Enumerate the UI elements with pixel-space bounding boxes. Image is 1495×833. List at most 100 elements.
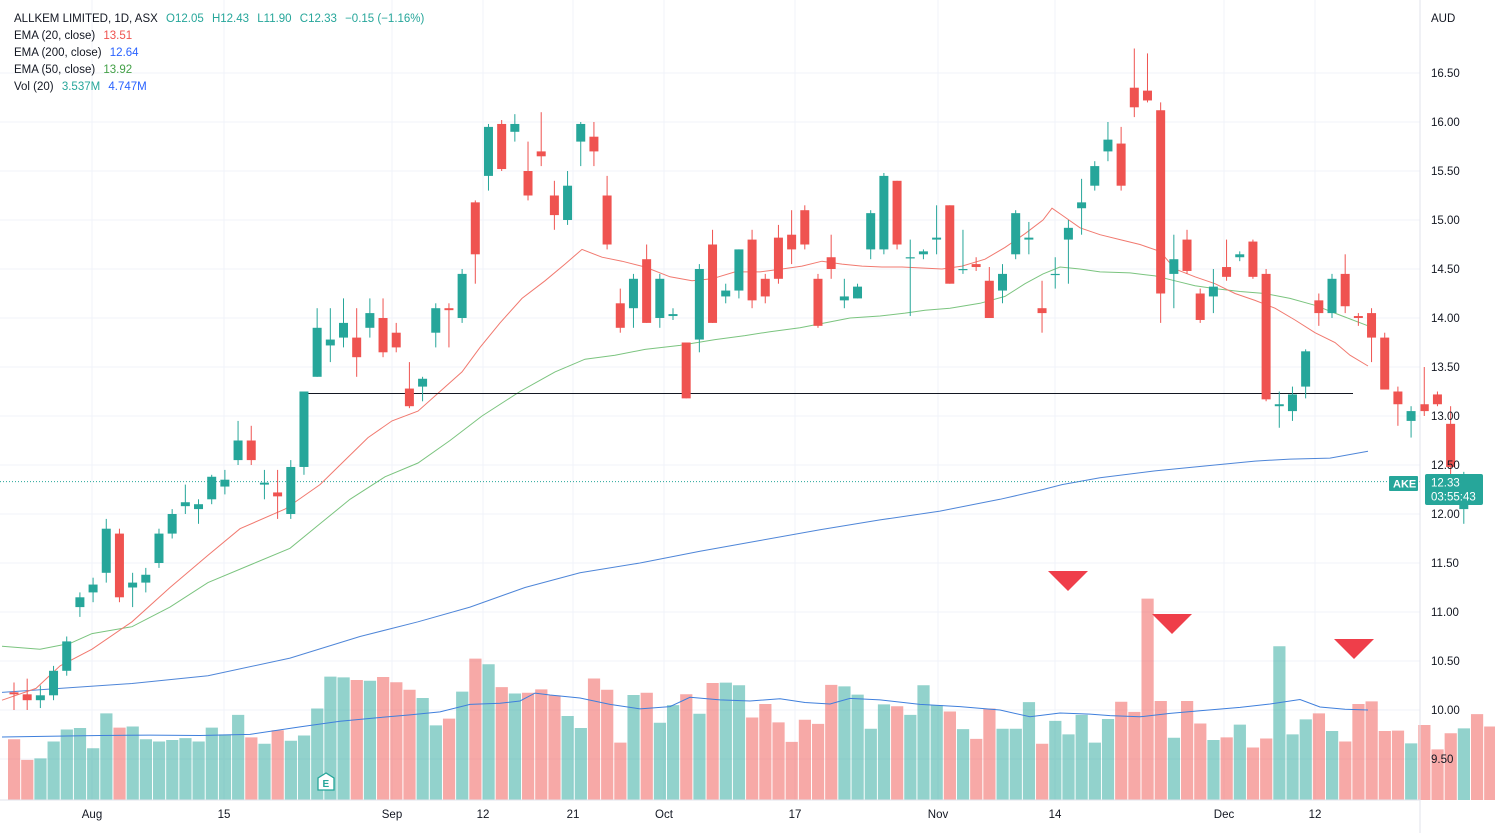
- candle: [905, 239, 915, 317]
- candle: [1340, 254, 1350, 314]
- candle-body: [1235, 254, 1245, 258]
- candle: [299, 391, 309, 475]
- legend-ema20-row[interactable]: EMA (20, close) 13.51: [14, 28, 429, 45]
- candle-body: [114, 533, 124, 598]
- volume-bar: [232, 714, 245, 800]
- volume-bar: [1036, 743, 1049, 800]
- volume-bar: [574, 728, 587, 800]
- volume-bar: [192, 741, 205, 800]
- volume-bar: [284, 740, 297, 800]
- time-tick-label: Sep: [382, 809, 402, 821]
- volume-bar: [152, 741, 166, 800]
- candle: [470, 200, 480, 284]
- candle: [1432, 391, 1442, 407]
- low-value: L11.90: [257, 13, 292, 25]
- candle: [167, 509, 177, 539]
- cursor-badge[interactable]: E: [317, 772, 335, 791]
- candle-body: [431, 308, 441, 333]
- candle-body: [1142, 90, 1152, 101]
- candle: [1169, 234, 1179, 309]
- volume-bar: [1088, 742, 1101, 800]
- candle-body: [853, 286, 863, 299]
- candle: [576, 122, 586, 167]
- candle-body: [418, 378, 428, 387]
- candle-body: [998, 273, 1007, 291]
- candle: [1367, 308, 1377, 363]
- volume-bar: [245, 737, 258, 800]
- candle: [141, 567, 151, 593]
- candle-body: [22, 694, 32, 701]
- candle-body: [879, 175, 889, 250]
- candle-body: [339, 322, 348, 338]
- candle-body: [286, 466, 296, 514]
- candle: [773, 224, 783, 284]
- candle: [839, 278, 849, 309]
- legend-symbol-row[interactable]: ALLKEM LIMITED, 1D, ASX O12.05 H12.43 L1…: [14, 11, 429, 28]
- volume-bar: [627, 695, 640, 800]
- candle: [984, 267, 994, 318]
- time-tick-label: 21: [567, 809, 580, 821]
- volume-bar: [798, 719, 811, 800]
- volume-bar: [1365, 701, 1378, 800]
- volume-bar: [377, 677, 390, 800]
- candle: [273, 469, 283, 519]
- axes: Aug 15 Sep 12 21 Oct 17 Nov 14 Dec 12: [0, 0, 1421, 833]
- candle-body: [708, 244, 718, 323]
- volume-bar: [8, 739, 21, 800]
- candles: [9, 48, 1469, 710]
- candle: [1116, 126, 1126, 191]
- candle-body: [1156, 110, 1166, 294]
- volume-bar: [825, 684, 838, 800]
- candle-body: [1301, 351, 1311, 387]
- candle: [1195, 288, 1205, 323]
- volume-bar: [508, 693, 522, 800]
- candle-body: [75, 597, 85, 608]
- volume-bar: [337, 677, 350, 800]
- candle-body: [721, 290, 731, 297]
- candle-body: [642, 259, 652, 323]
- volume-bar: [1075, 714, 1088, 800]
- volume-bar: [166, 740, 179, 800]
- candle: [391, 322, 401, 353]
- volume-spike-marker: [1048, 571, 1088, 591]
- volume-bar: [87, 748, 100, 800]
- volume-bar: [297, 735, 311, 800]
- candle-body: [1077, 202, 1087, 209]
- price-tick-label: 12.00: [1431, 509, 1460, 521]
- legend-vol-row[interactable]: Vol (20) 3.537M 4.747M: [14, 79, 429, 96]
- candle: [787, 210, 797, 265]
- time-tick-label: 12: [1309, 809, 1322, 821]
- time-tick-label: 14: [1049, 809, 1062, 821]
- candle: [1129, 48, 1139, 118]
- volume-bar: [1312, 713, 1326, 800]
- price-tick-label: 9.50: [1431, 754, 1453, 766]
- currency-label: AUD: [1431, 13, 1455, 25]
- volume-bar: [1246, 747, 1260, 800]
- volume-bar: [139, 739, 152, 800]
- volume-bar: [73, 728, 87, 800]
- volume-bar: [218, 734, 232, 800]
- candle: [497, 120, 507, 171]
- price-tick-label: 11.00: [1431, 607, 1459, 619]
- candle: [800, 205, 810, 250]
- volume-bar: [1062, 734, 1075, 800]
- volume-bar: [1260, 738, 1273, 800]
- volume-bar: [535, 689, 548, 800]
- volume-bar: [1049, 720, 1062, 800]
- candle: [918, 249, 928, 260]
- volume-bar: [47, 741, 60, 800]
- candle-body: [497, 123, 507, 170]
- candle: [220, 469, 230, 495]
- price-tick-label: 10.50: [1431, 656, 1460, 668]
- cursor-badge-shape: [317, 772, 335, 791]
- candle: [286, 460, 296, 519]
- candle-body: [483, 126, 493, 176]
- legend-ema200-row[interactable]: EMA (200, close) 12.64: [14, 45, 429, 62]
- legend-ema50-row[interactable]: EMA (50, close) 13.92: [14, 62, 429, 79]
- candle-body: [681, 342, 691, 399]
- volume-bar: [1101, 719, 1115, 800]
- candle: [615, 288, 625, 333]
- volume-bar: [1405, 743, 1418, 800]
- candle-body: [246, 440, 256, 461]
